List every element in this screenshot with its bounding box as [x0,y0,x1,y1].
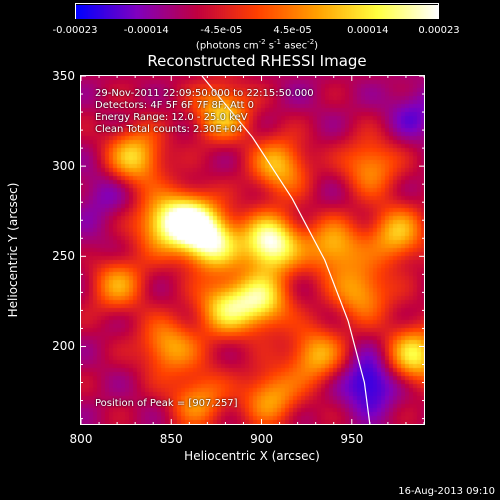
solar-limb-line [201,76,371,424]
colorbar-label: -4.5e-05 [200,25,243,36]
y-tick-label: 250 [52,249,75,264]
y-tick-label: 200 [52,339,75,354]
colorbar-unit: (photons cm-2 s-1 asec-2) [195,38,319,52]
colorbar-label: 0.00014 [347,25,389,36]
chart-title: Reconstructed RHESSI Image [147,52,367,70]
colorbar [75,3,439,19]
x-axis-label: Heliocentric X (arcsec) [184,449,320,463]
annotation-detectors: Detectors: 4F 5F 6F 7F 8F, Att 0 [95,100,255,111]
x-tick-label: 900 [250,432,273,446]
y-axis-label: Heliocentric Y (arcsec) [6,182,20,318]
plot-area: 29-Nov-2011 22:09:50.000 to 22:15:50.000… [80,75,425,425]
y-tick-label: 300 [52,159,75,174]
colorbar-gradient [76,5,438,19]
annotation-peak: Position of Peak = [907,257] [95,398,238,409]
colorbar-label: 4.5e-05 [273,25,312,36]
x-tick-label: 800 [69,432,93,446]
colorbar-label: -0.00023 [52,25,98,36]
x-tick-label: 850 [159,432,183,446]
solar-limb [201,76,371,424]
colorbar-label: 0.00023 [418,25,460,36]
y-tick-label: 350 [52,69,75,83]
colorbar-label: -0.00014 [123,25,169,36]
heatmap-image [81,76,424,424]
annotation-time: 29-Nov-2011 22:09:50.000 to 22:15:50.000 [95,88,314,99]
annotation-energy: Energy Range: 12.0 - 25.0 keV [95,112,248,123]
timestamp: 16-Aug-2013 09:10 [398,486,495,497]
x-tick-label: 950 [340,432,364,446]
annotation-clean: Clean Total counts: 2.30E+04 [95,124,243,135]
